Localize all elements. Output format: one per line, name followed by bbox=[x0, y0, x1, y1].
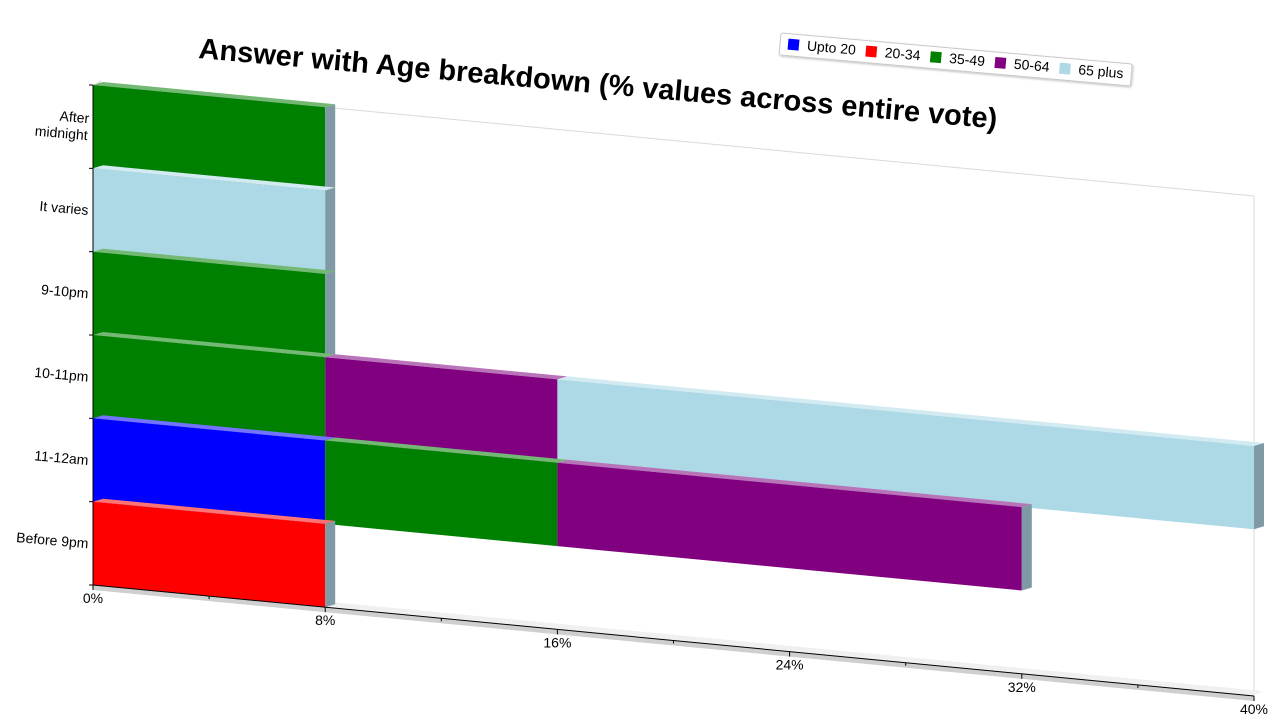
legend-swatch bbox=[787, 38, 800, 51]
bar-10-11pm-65-plus bbox=[557, 379, 1254, 530]
legend-label: 65 plus bbox=[1078, 61, 1124, 81]
bar-row-10-11pm bbox=[93, 332, 1264, 530]
x-axis: 0% 8% 16% 24% 32% 40% bbox=[83, 584, 1268, 717]
bar-10-11pm-50-64-top bbox=[325, 354, 568, 380]
x-tick-label: 8% bbox=[315, 612, 335, 628]
bar-9-10pm-35-49-end bbox=[325, 270, 336, 358]
category-label-9-10pm: 9-10pm bbox=[40, 281, 89, 301]
bar-after-midnight-35-49-end bbox=[325, 104, 336, 191]
plot-frame bbox=[92, 84, 1255, 696]
bar-11-12am-50-64-top bbox=[557, 459, 1032, 508]
legend-label: 20-34 bbox=[884, 44, 921, 63]
category-label-after-midnight: Aftermidnight bbox=[34, 106, 90, 144]
legend-swatch bbox=[865, 45, 878, 58]
bar-row-after-midnight bbox=[93, 82, 336, 191]
bar-before-9pm-20-34 bbox=[93, 501, 326, 608]
bar-10-11pm-35-49 bbox=[93, 335, 326, 441]
bar-it-varies-65-plus-end bbox=[325, 187, 336, 274]
legend-item-65-plus: 65 plus bbox=[1058, 61, 1124, 81]
bar-11-12am-upto-20 bbox=[93, 418, 326, 524]
bar-row-11-12am bbox=[93, 415, 1032, 591]
bar-after-midnight-35-49-top bbox=[93, 82, 336, 108]
legend-swatch bbox=[1058, 62, 1071, 75]
legend-label: 50-64 bbox=[1013, 56, 1050, 75]
bar-10-11pm-65-plus-top bbox=[557, 376, 1264, 446]
bar-11-12am-50-64-end bbox=[1021, 504, 1032, 591]
legend-item-upto-20: Upto 20 bbox=[787, 37, 857, 58]
legend-label: 35-49 bbox=[949, 50, 986, 69]
bar-after-midnight-35-49 bbox=[93, 85, 326, 191]
bar-10-11pm-65-plus-end bbox=[1254, 443, 1264, 530]
y-axis-labels: Before 9pm 11-12am 10-11pm 9-10pm It varies A… bbox=[16, 84, 94, 586]
legend-item-35-49: 35-49 bbox=[929, 50, 986, 69]
bar-10-11pm-35-49-top bbox=[93, 332, 336, 358]
bar-10-11pm-50-64 bbox=[325, 357, 558, 463]
bar-before-9pm-20-34-end bbox=[325, 520, 336, 608]
x-tick-label: 32% bbox=[1008, 679, 1036, 695]
bar-9-10pm-35-49-top bbox=[93, 248, 336, 274]
category-label-it-varies: It varies bbox=[39, 198, 89, 218]
x-tick-label: 0% bbox=[83, 590, 103, 606]
bar-it-varies-65-plus bbox=[93, 168, 326, 274]
category-label-before-9pm: Before 9pm bbox=[16, 529, 90, 551]
x-tick-label: 16% bbox=[543, 634, 571, 650]
bar-it-varies-65-plus-top bbox=[93, 165, 336, 191]
bar-11-12am-35-49 bbox=[325, 440, 558, 547]
legend-item-20-34: 20-34 bbox=[865, 44, 921, 63]
legend-item-50-64: 50-64 bbox=[994, 56, 1050, 75]
bars-layer bbox=[93, 82, 1264, 608]
x-tick-label: 24% bbox=[776, 657, 804, 673]
legend-swatch bbox=[994, 56, 1007, 69]
bar-before-9pm-20-34-top bbox=[93, 498, 336, 524]
bar-11-12am-50-64 bbox=[557, 462, 1022, 591]
category-label-11-12am: 11-12am bbox=[34, 447, 89, 468]
category-label-10-11pm: 10-11pm bbox=[34, 364, 89, 385]
bar-row-9-10pm bbox=[93, 248, 336, 358]
bar-11-12am-35-49-top bbox=[325, 437, 568, 463]
legend-swatch bbox=[929, 51, 942, 64]
legend: Upto 20 20-34 35-49 50-64 65 plus bbox=[778, 32, 1133, 87]
bar-row-it-varies bbox=[93, 165, 336, 274]
bar-11-12am-upto-20-top bbox=[93, 415, 336, 441]
bar-row-before-9pm bbox=[93, 498, 336, 608]
bar-9-10pm-35-49 bbox=[93, 251, 326, 358]
legend-label: Upto 20 bbox=[806, 37, 856, 57]
x-tick-label: 40% bbox=[1240, 701, 1268, 717]
